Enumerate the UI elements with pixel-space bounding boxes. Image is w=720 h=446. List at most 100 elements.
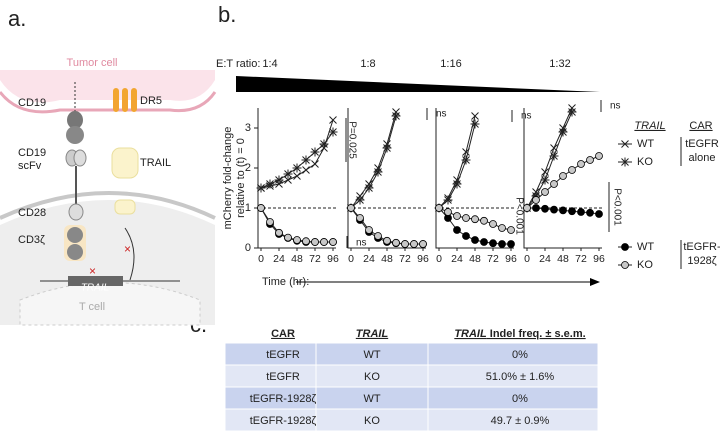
diagram-label: CD3ζ (18, 234, 45, 246)
x-tick-label: 24 (539, 253, 551, 265)
table-row (224, 408, 599, 432)
table-cell: WT (363, 349, 380, 361)
point (275, 228, 283, 237)
x-tick-label: 48 (381, 253, 393, 265)
knockout-mark: × (89, 264, 96, 278)
dr5 (131, 88, 137, 112)
x-tick-label: 0 (348, 253, 354, 265)
point (532, 204, 540, 212)
diagram-label: T cell (79, 301, 105, 313)
point (435, 204, 443, 212)
table-cell: 51.0% ± 1.6% (486, 371, 555, 383)
point (257, 204, 265, 212)
point (284, 233, 292, 242)
table-cell: 49.7 ± 0.9% (491, 415, 550, 427)
point (507, 240, 515, 248)
point (559, 172, 567, 180)
y-tick-label: 2 (245, 162, 251, 174)
point (462, 214, 470, 222)
point (595, 152, 603, 160)
point (444, 208, 452, 216)
et-label: E:T ratio: (216, 58, 260, 70)
legend-entry: WT (637, 138, 654, 150)
point (471, 236, 479, 244)
scfv (73, 149, 87, 167)
table-cell: 0% (512, 393, 528, 405)
x-tick-label: 96 (417, 253, 429, 265)
annotation: P<0.001 (513, 197, 524, 235)
axis (347, 108, 426, 249)
annotation: ns (610, 101, 621, 112)
knockout-mark: × (124, 242, 131, 256)
point (470, 119, 480, 129)
point (374, 232, 382, 240)
legend-group: alone (689, 152, 716, 164)
point (266, 218, 274, 226)
diagram-label: CD19 (18, 147, 46, 159)
point (567, 107, 577, 117)
point (549, 151, 559, 161)
point (301, 155, 311, 165)
diagram-label: TRAIL (140, 157, 171, 169)
series-line (438, 115, 476, 209)
axis (523, 108, 602, 249)
dr5 (122, 88, 128, 112)
panel-label: a. (8, 6, 26, 31)
table-cell: tEGFR-1928ζ (250, 393, 317, 405)
point (568, 207, 576, 216)
cd3z (67, 244, 83, 260)
legend-marker (620, 157, 630, 167)
diagram-label: CD28 (18, 207, 46, 219)
legend-entry: KO (637, 259, 653, 271)
x-tick-label: 96 (593, 253, 605, 265)
legend-marker (621, 243, 629, 251)
cd19 (66, 126, 84, 144)
point (391, 111, 401, 121)
point (328, 127, 338, 137)
legend-entry: WT (637, 241, 654, 253)
point (311, 160, 319, 168)
chart-title: 1:16 (440, 58, 461, 70)
point (568, 166, 576, 174)
point (356, 214, 364, 222)
x-tick-label: 24 (451, 253, 463, 265)
legend-group: 1928ζ (687, 255, 716, 267)
point (541, 188, 549, 196)
table-cell: WT (363, 393, 380, 405)
trail-protein (111, 147, 139, 179)
trail-protein-membrane (114, 199, 136, 215)
point (453, 212, 461, 220)
point (383, 236, 391, 245)
diagram-label: TRAIL (81, 283, 109, 294)
x-tick-label: 24 (363, 253, 375, 265)
annotation: ns (356, 238, 367, 249)
chart-title: 1:32 (549, 58, 570, 70)
x-tick-label: 24 (273, 253, 285, 265)
point (256, 183, 266, 193)
point (310, 147, 320, 157)
annotation: ns (436, 109, 447, 120)
x-tick-label: 0 (258, 253, 264, 265)
point (489, 220, 497, 228)
point (320, 238, 328, 246)
series-line (260, 119, 334, 189)
cd19 (67, 111, 83, 129)
legend-entry: KO (637, 156, 653, 168)
point (461, 155, 471, 165)
point (532, 196, 540, 204)
point (550, 205, 558, 214)
gene (68, 276, 123, 286)
point (392, 238, 400, 247)
point (586, 156, 594, 164)
point (550, 180, 558, 188)
x-tick-label: 96 (505, 253, 517, 265)
legend-annotation: P<0.001 (611, 188, 622, 226)
x-tick-label: 72 (487, 253, 499, 265)
table-header-part: Indel freq. ± s.e.m. (487, 328, 586, 340)
table-cell: tEGFR-1928ζ (250, 415, 317, 427)
chart-title: 1:4 (262, 58, 277, 70)
x-tick-label: 48 (469, 253, 481, 265)
point (523, 204, 531, 212)
cd3z (67, 227, 83, 243)
